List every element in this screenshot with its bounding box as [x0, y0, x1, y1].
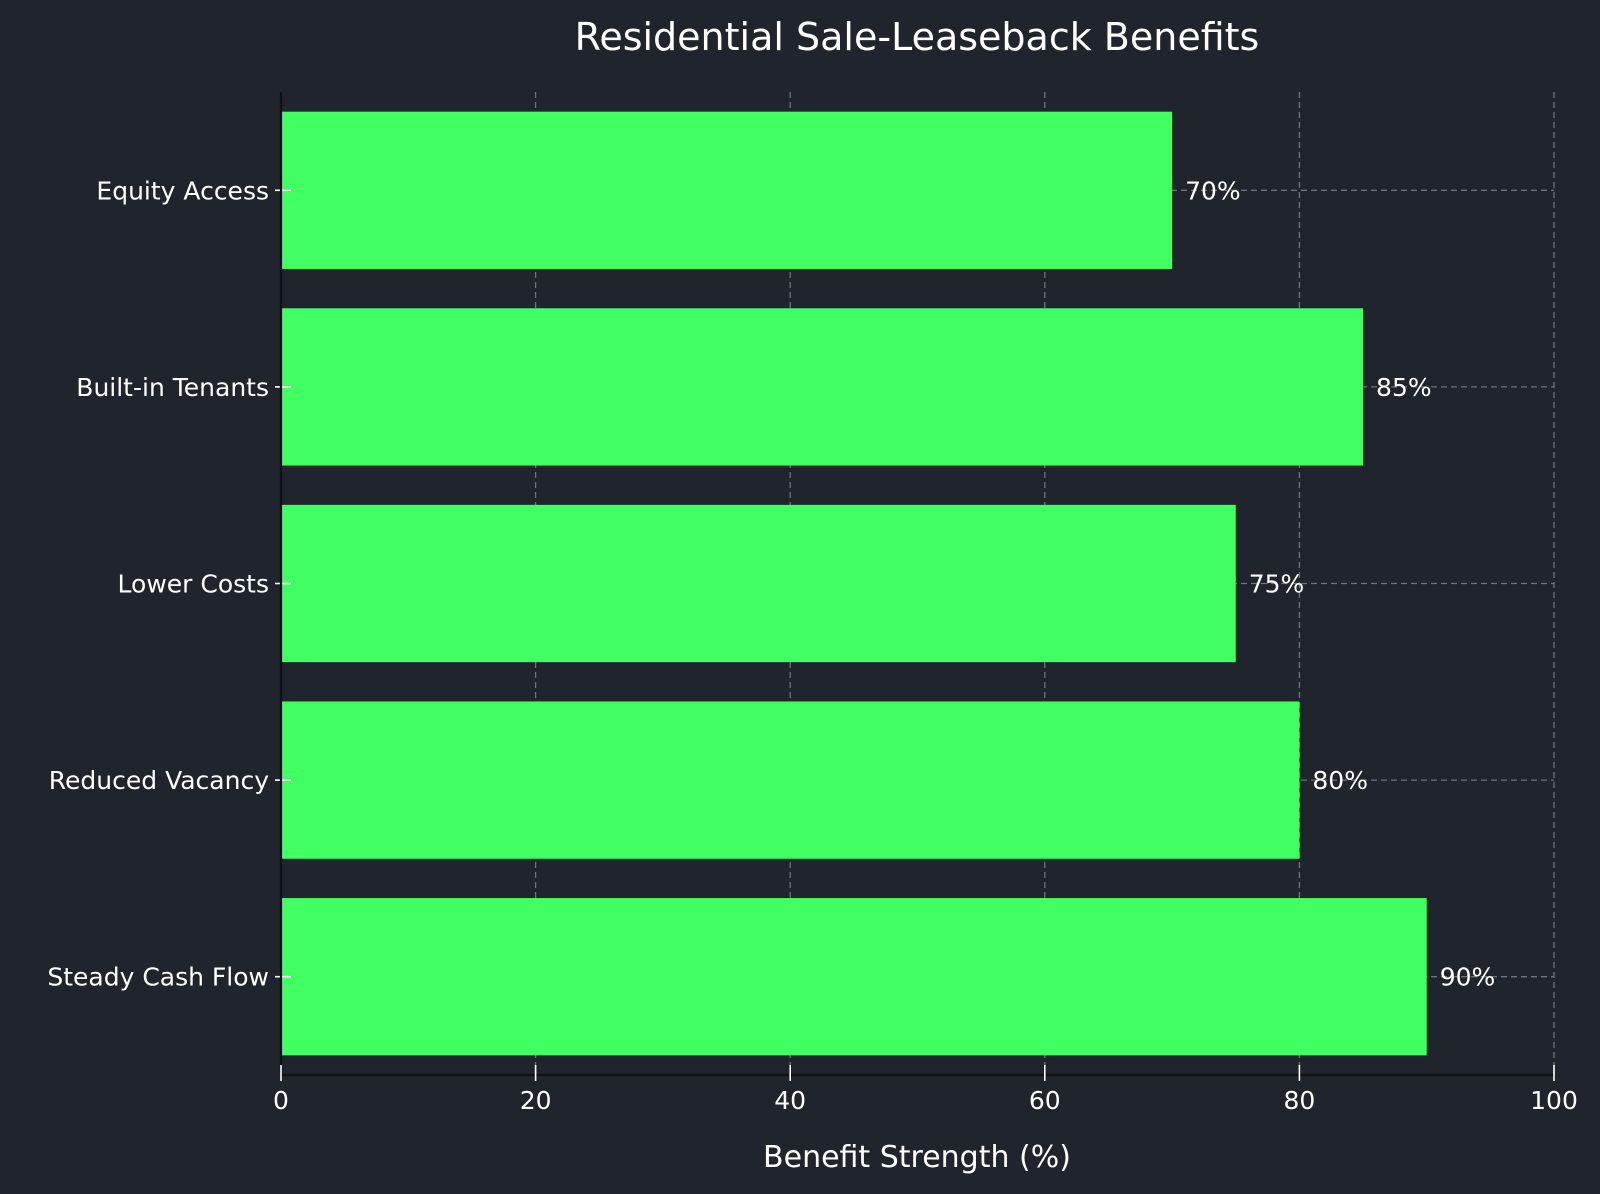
x-tick-label: 100 [1530, 1086, 1578, 1115]
x-tick-label: 80 [1283, 1086, 1315, 1115]
x-axis-label: Benefit Strength (%) [763, 1140, 1071, 1175]
y-tick-label: Reduced Vacancy [49, 766, 269, 795]
data-label: 85% [1376, 373, 1432, 402]
y-tick-label: Lower Costs [118, 570, 269, 599]
bar [281, 504, 1236, 663]
bar [281, 111, 1173, 269]
y-tick-label: Steady Cash Flow [47, 963, 269, 992]
x-tick-label: 60 [1029, 1086, 1061, 1115]
labels: 90% Steady Cash Flow 80% Reduced Vacancy 75%… [47, 176, 1578, 1115]
axes [275, 92, 1555, 1081]
data-label: 75% [1249, 570, 1305, 599]
bar [281, 898, 1427, 1056]
bar [281, 701, 1300, 859]
x-tick-label: 20 [520, 1086, 552, 1115]
y-tick-label: Built-in Tenants [76, 373, 269, 402]
data-label: 90% [1440, 963, 1496, 992]
x-tick-label: 40 [774, 1086, 806, 1115]
bar [281, 308, 1364, 466]
bars [281, 111, 1427, 1056]
y-tick-label: Equity Access [96, 176, 269, 205]
chart-title: Residential Sale-Leaseback Benefits [575, 15, 1260, 59]
data-label: 80% [1312, 766, 1368, 795]
x-tick-label: 0 [273, 1086, 289, 1115]
data-label: 70% [1185, 176, 1241, 205]
